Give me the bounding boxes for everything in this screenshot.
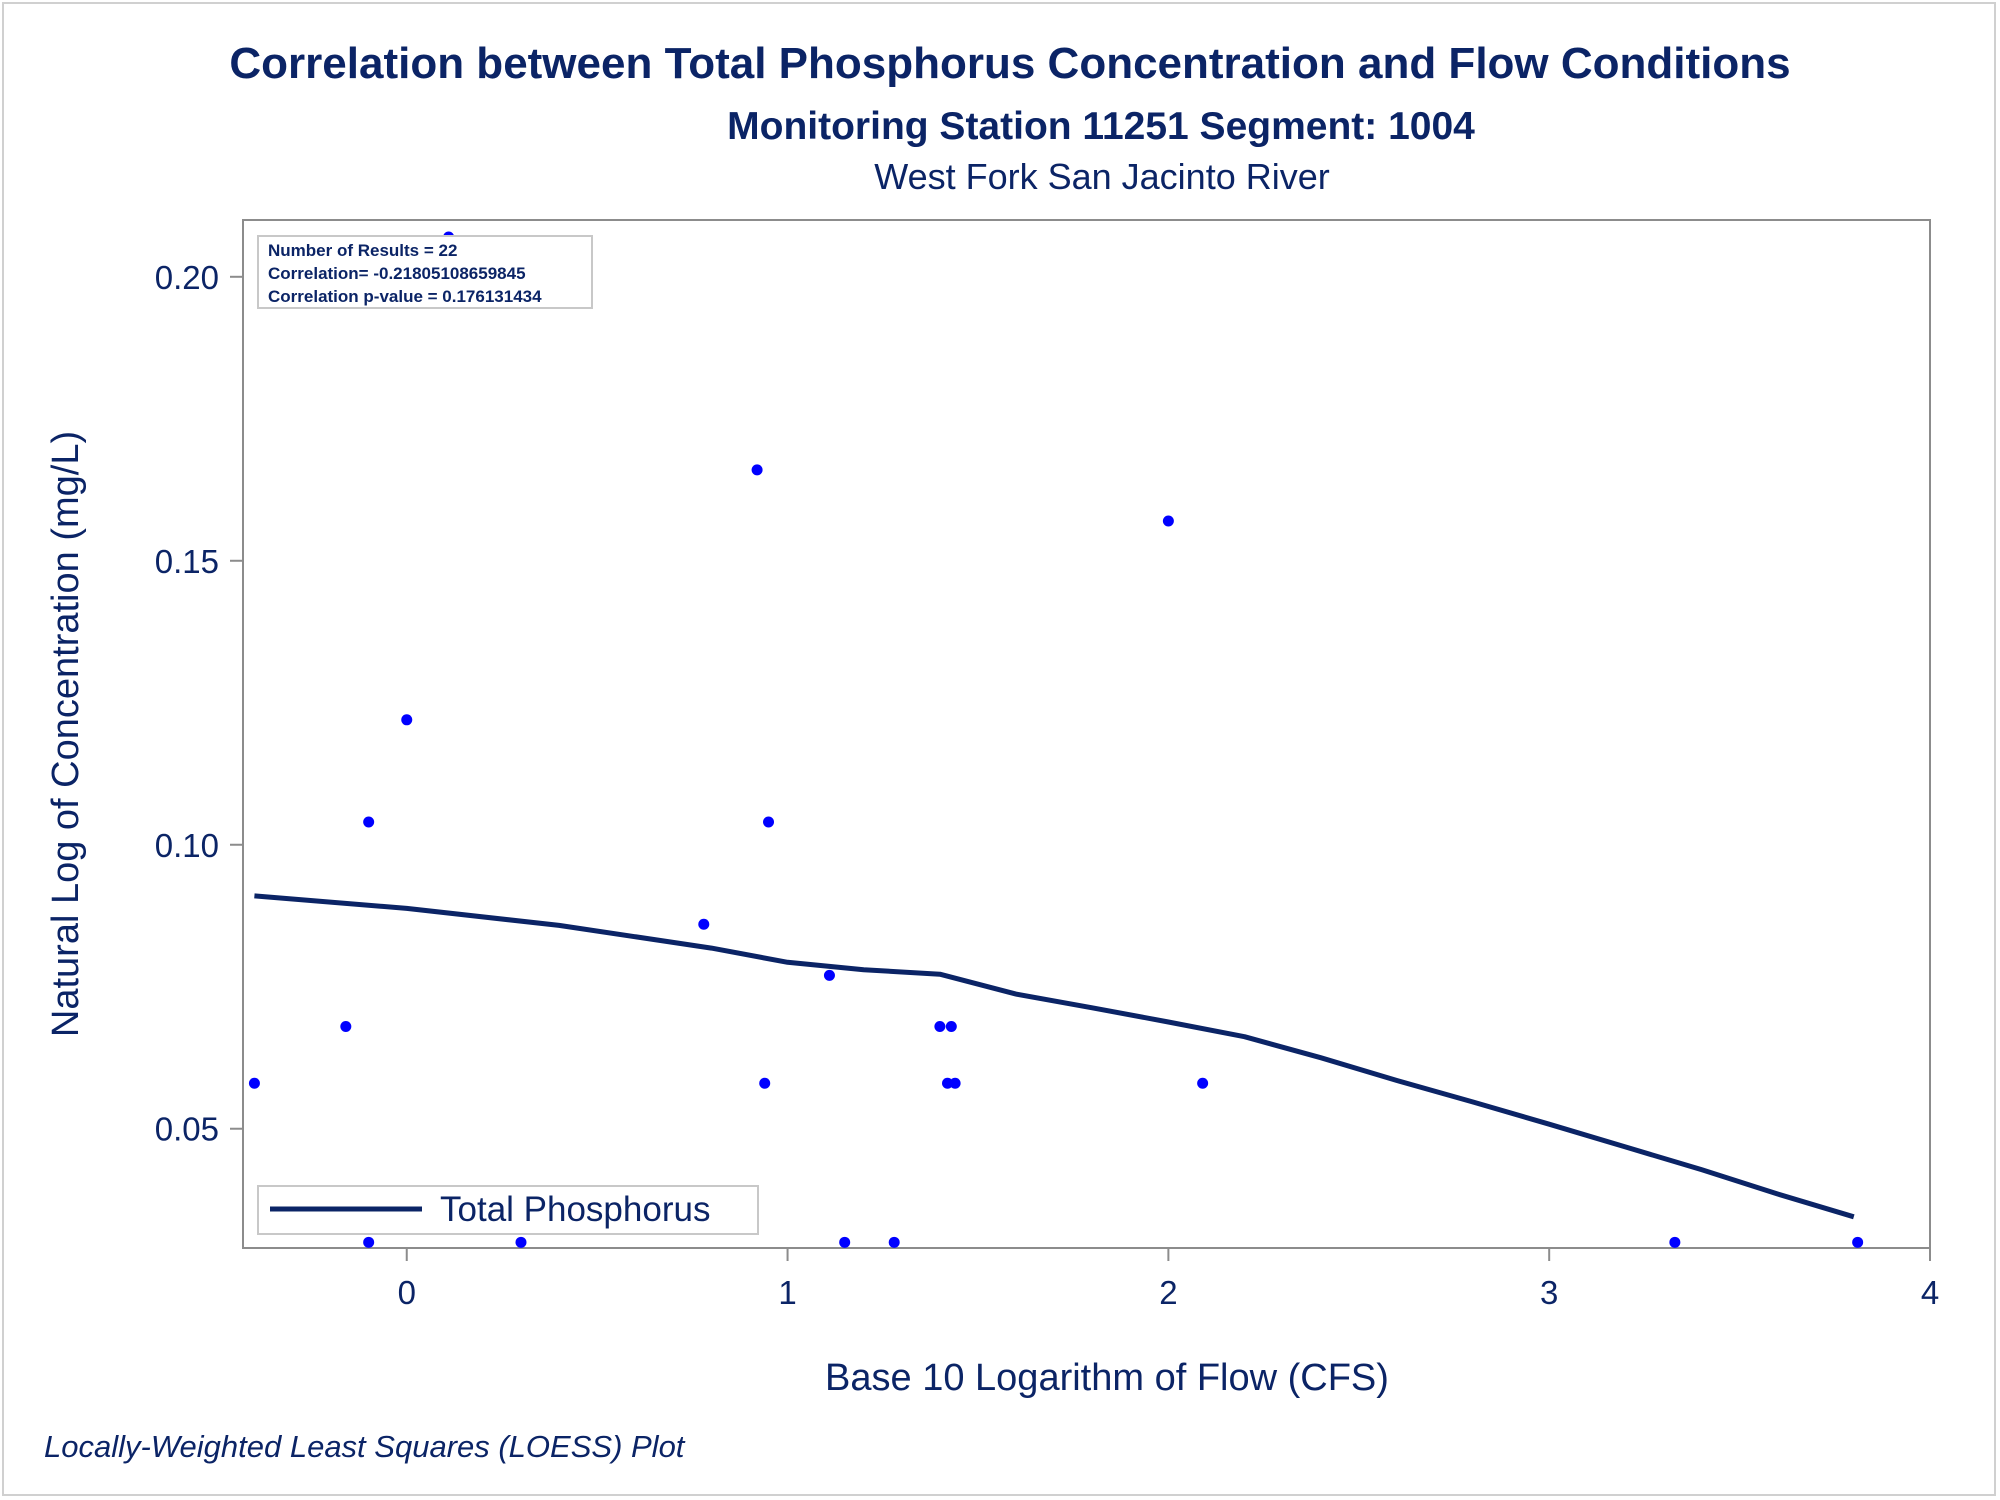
scatter-point: [363, 816, 375, 828]
scatter-point: [698, 918, 710, 930]
scatter-point: [248, 1077, 260, 1089]
y-tick-label: 0.10: [155, 827, 219, 864]
x-axis-label: Base 10 Logarithm of Flow (CFS): [825, 1357, 1389, 1399]
x-tick-label: 3: [1540, 1274, 1558, 1311]
scatter-point: [1162, 515, 1174, 527]
plot-frame: [242, 219, 1931, 1249]
chart-title: Correlation between Total Phosphorus Con…: [229, 39, 1790, 88]
scatter-point: [340, 1020, 352, 1032]
scatter-point: [1197, 1077, 1209, 1089]
y-axis: 0.05 0.10 0.15 0.20: [155, 259, 243, 1148]
footnote: Locally-Weighted Least Squares (LOESS) P…: [44, 1429, 686, 1464]
legend-frame: [257, 1185, 759, 1235]
scatter-point: [1852, 1236, 1864, 1248]
scatter-point: [763, 816, 775, 828]
scatter-point: [515, 1236, 527, 1248]
scatter-point: [823, 969, 835, 981]
x-tick-label: 0: [398, 1274, 416, 1311]
scatter-point: [839, 1236, 851, 1248]
y-axis-label: Natural Log of Concentration (mg/L): [45, 431, 87, 1037]
chart-subtitle-2: West Fork San Jacinto River: [874, 156, 1329, 197]
legend: Total Phosphorus: [257, 1185, 759, 1235]
y-tick-label: 0.20: [155, 259, 219, 296]
x-tick-label: 4: [1921, 1274, 1939, 1311]
scatter-point: [401, 714, 413, 726]
stats-box-frame: [257, 235, 593, 309]
stats-line-1: Number of Results = 22: [268, 241, 457, 260]
stats-line-3: Correlation p-value = 0.176131434: [268, 287, 542, 306]
legend-label: Total Phosphorus: [440, 1190, 710, 1229]
stats-box: Number of Results = 22 Correlation= -0.2…: [257, 235, 593, 309]
scatter-point: [751, 464, 763, 476]
scatter-point: [949, 1077, 961, 1089]
scatter-points: [248, 231, 1864, 1248]
x-tick-label: 1: [778, 1274, 796, 1311]
loess-line: [254, 893, 1855, 1220]
y-tick-label: 0.15: [155, 543, 219, 580]
scatter-point: [888, 1236, 900, 1248]
y-tick-label: 0.05: [155, 1111, 219, 1148]
loess-line-group: [254, 893, 1855, 1220]
x-axis: 0 1 2 3 4: [398, 1248, 1939, 1311]
stats-line-2: Correlation= -0.21805108659845: [268, 264, 526, 283]
scatter-point: [759, 1077, 771, 1089]
scatter-point: [934, 1020, 946, 1032]
scatter-point: [942, 1077, 954, 1089]
scatter-point: [1669, 1236, 1681, 1248]
x-tick-label: 2: [1159, 1274, 1177, 1311]
chart-subtitle: Monitoring Station 11251 Segment: 1004: [727, 105, 1475, 148]
scatter-point: [363, 1236, 375, 1248]
scatter-point: [945, 1020, 957, 1032]
